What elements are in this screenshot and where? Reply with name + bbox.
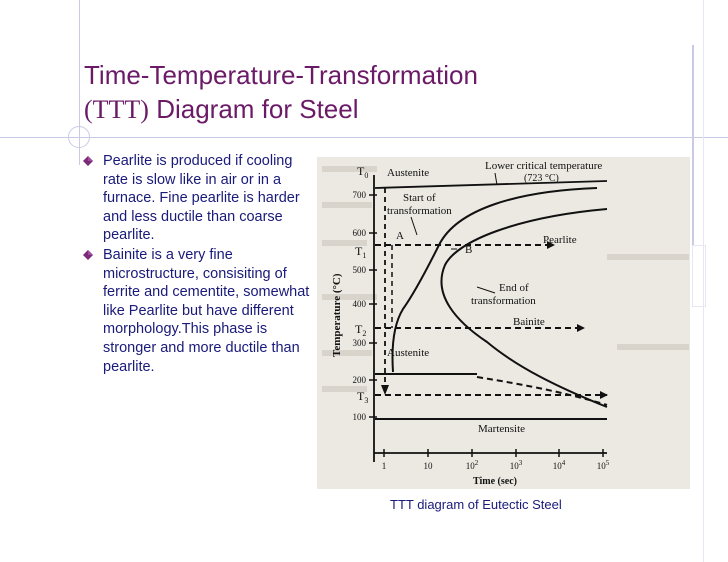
bleed-through-lines — [322, 166, 689, 392]
x-tick-label: 105 — [597, 459, 610, 471]
title-abbreviation: (TTT) — [84, 95, 149, 124]
t1-label: T1 — [355, 244, 366, 260]
ttt-diagram-svg: 700 600 500 400 300 200 100 T0 T1 T2 T3 … — [322, 160, 689, 487]
slide-title: Time-Temperature-Transformation (TTT) Di… — [84, 58, 684, 127]
point-b-label: B — [465, 244, 472, 256]
title-rest: Diagram for Steel — [148, 94, 359, 124]
y-tick-marks — [369, 194, 377, 418]
x-tick-label: 103 — [510, 459, 523, 471]
diamond-bullet-icon — [83, 156, 93, 166]
bullet-text: Pearlite is produced if cooling rate is … — [103, 153, 300, 244]
x-axis-label: Time (sec) — [473, 476, 517, 487]
x-tick-label: 10 — [424, 461, 434, 471]
decorative-right-rail — [692, 45, 694, 245]
x-tick-marks — [383, 449, 604, 457]
lower-critical-label: Lower critical temperature — [485, 160, 602, 172]
bullet-list: Pearlite is produced if cooling rate is … — [80, 152, 310, 377]
y-tick-label: 400 — [353, 299, 367, 309]
decorative-right-box — [692, 245, 706, 307]
start-transformation-label-1: Start of — [403, 192, 436, 204]
bullet-item-pearlite: Pearlite is produced if cooling rate is … — [80, 152, 310, 245]
austenite-bottom-label: Austenite — [387, 347, 429, 359]
x-tick-label: 1 — [382, 461, 387, 471]
t2-label: T2 — [355, 322, 366, 338]
y-tick-label: 300 — [353, 338, 367, 348]
y-tick-label: 100 — [353, 412, 367, 422]
bainite-label: Bainite — [513, 316, 545, 328]
end-transformation-curve — [440, 208, 608, 408]
pearlite-label: Pearlite — [543, 234, 577, 246]
diamond-bullet-icon — [83, 249, 93, 260]
arrow-heads — [381, 241, 608, 399]
decorative-right-rail-light — [703, 0, 704, 562]
leader-lines — [410, 172, 498, 294]
end-transformation-label-2: transformation — [471, 295, 536, 307]
end-transformation-label-1: End of — [499, 282, 529, 294]
lower-critical-line — [374, 180, 608, 189]
bullet-text: Bainite is a very fine microstructure, c… — [103, 246, 310, 375]
y-tick-label: 700 — [353, 190, 367, 200]
title-line-1: Time-Temperature-Transformation — [84, 60, 478, 90]
x-tick-label: 102 — [466, 459, 479, 471]
y-tick-label: 600 — [353, 228, 367, 238]
lower-critical-value: (723 °C) — [524, 173, 559, 184]
x-tick-label: 104 — [553, 459, 566, 471]
bullet-item-bainite: Bainite is a very fine microstructure, c… — [80, 246, 310, 376]
y-tick-label: 500 — [353, 265, 367, 275]
decorative-circle — [68, 126, 90, 148]
start-transformation-label-2: transformation — [387, 205, 452, 217]
martensite-label: Martensite — [478, 423, 525, 435]
y-tick-label: 200 — [353, 375, 367, 385]
t0-label: T0 — [357, 164, 368, 180]
title-line-2: (TTT) Diagram for Steel — [84, 92, 684, 127]
y-axis-label: Temperature (°C) — [331, 273, 343, 357]
ttt-diagram: 700 600 500 400 300 200 100 T0 T1 T2 T3 … — [317, 157, 690, 489]
dashed-lower-curve — [476, 376, 608, 406]
decorative-vertical-line — [79, 0, 80, 165]
t3-label: T3 — [357, 389, 368, 405]
figure-caption: TTT diagram of Eutectic Steel — [390, 497, 562, 512]
decorative-horizontal-line — [0, 137, 728, 138]
austenite-top-label: Austenite — [387, 167, 429, 179]
point-a-label: A — [396, 230, 404, 242]
